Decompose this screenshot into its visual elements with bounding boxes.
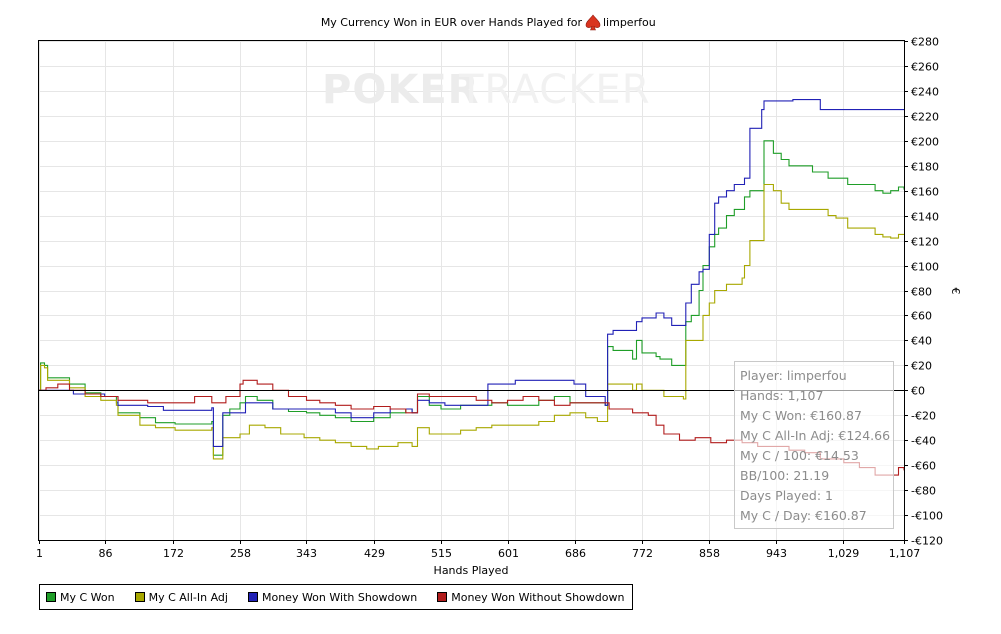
legend-swatch-red — [437, 592, 448, 602]
x-tick-label: 172 — [163, 547, 184, 560]
y-tick-label: €0 — [911, 385, 925, 398]
y-tick-label: €60 — [911, 310, 932, 323]
x-tick-label: 601 — [498, 547, 519, 560]
legend-label: Money Won Without Showdown — [451, 590, 625, 604]
y-tick-label: €160 — [911, 186, 939, 199]
watermark-poker-text: POKER — [322, 67, 479, 113]
y-axis-ticks: -€120 -€100 -€80 -€60 -€40 -€20 €0 €20 €40 €60 €80… — [904, 36, 943, 548]
legend-item-my-c-won[interactable]: My C Won — [46, 591, 115, 604]
legend-swatch-green — [46, 592, 56, 602]
y-tick-label: -€20 — [911, 410, 936, 423]
x-tick-label: 429 — [364, 547, 385, 560]
stats-tooltip: Player: limperfou Hands: 1,107 My C Won:… — [734, 361, 894, 529]
series-lines — [39, 99, 905, 476]
y-tick-label: €20 — [911, 360, 932, 373]
plot-frame — [38, 40, 905, 541]
chart-title-group: My Currency Won in EUR over Hands Played… — [321, 14, 656, 31]
y-tick-label: -€60 — [911, 460, 936, 473]
y-tick-label: -€80 — [911, 485, 936, 498]
legend-label: Money Won With Showdown — [261, 590, 418, 604]
legend-item-my-c-all-in-adj[interactable]: My C All-In Adj — [134, 590, 228, 604]
legend-label: My C Won — [60, 590, 115, 604]
y-tick-label: €80 — [911, 286, 932, 299]
y-tick-label: €260 — [911, 61, 939, 74]
legend-swatch-blue — [247, 592, 258, 602]
player-name: limperfou — [603, 16, 656, 29]
y-tick-label: €40 — [911, 335, 932, 348]
x-tick-label: 86 — [99, 547, 113, 560]
tooltip-won: My C Won: €160.87 — [740, 408, 862, 423]
spade-icon — [585, 14, 601, 31]
x-tick-label: 1 — [36, 547, 43, 560]
y-tick-label: €100 — [911, 261, 939, 274]
x-tick-label: 943 — [766, 547, 787, 560]
x-tick-label: 515 — [431, 547, 452, 560]
x-tick-label: 772 — [632, 547, 653, 560]
legend-label: My C All-In Adj — [148, 590, 228, 604]
tooltip-player: Player: limperfou — [740, 368, 847, 383]
watermark-tracker-text: TRACKER — [458, 67, 651, 113]
tooltip-per-day: My C / Day: €160.87 — [740, 508, 867, 523]
tooltip-days-played: Days Played: 1 — [740, 488, 833, 503]
y-tick-label: €180 — [911, 161, 939, 174]
x-tick-label: 1,107 — [889, 547, 921, 560]
legend-swatch-yellow — [134, 592, 145, 602]
y-tick-label: -€120 — [911, 535, 943, 548]
y-tick-label: -€40 — [911, 435, 936, 448]
x-tick-label: 858 — [699, 547, 720, 560]
y-tick-label: €240 — [911, 86, 939, 99]
legend-item-money-won-with-showdown[interactable]: Money Won With Showdown — [247, 590, 418, 604]
y-tick-label: €220 — [911, 111, 939, 124]
tooltip-bb-100: BB/100: 21.19 — [740, 468, 830, 483]
legend: My C Won My C All-In Adj Money Won With … — [39, 584, 634, 610]
y-tick-label: -€100 — [911, 510, 943, 523]
tooltip-allin-adj: My C All-In Adj: €124.66 — [740, 428, 891, 443]
x-tick-label: 258 — [230, 547, 251, 560]
y-axis-label: € — [949, 288, 962, 295]
y-tick-label: €280 — [911, 36, 939, 49]
x-tick-label: 1,029 — [828, 547, 860, 560]
pokertracker-watermark: POKER TRACKER — [322, 67, 651, 113]
tooltip-hands: Hands: 1,107 — [740, 388, 824, 403]
y-tick-label: €200 — [911, 136, 939, 149]
y-tick-label: €120 — [911, 236, 939, 249]
x-tick-label: 343 — [296, 547, 317, 560]
x-axis-label: Hands Played — [434, 564, 509, 577]
series-line-my-c-all-in-adj — [39, 183, 905, 460]
x-tick-label: 686 — [565, 547, 586, 560]
x-axis-ticks: 1 86 172 258 343 429 515 601 686 772 858 943 1,029 1,… — [36, 540, 920, 560]
tooltip-per-100: My C / 100: €14.53 — [740, 448, 859, 463]
legend-item-money-won-without-showdown[interactable]: Money Won Without Showdown — [437, 591, 624, 604]
y-tick-label: €140 — [911, 211, 939, 224]
series-line-money-won-with-showdown — [39, 99, 904, 447]
chart-title: My Currency Won in EUR over Hands Played… — [321, 16, 583, 29]
